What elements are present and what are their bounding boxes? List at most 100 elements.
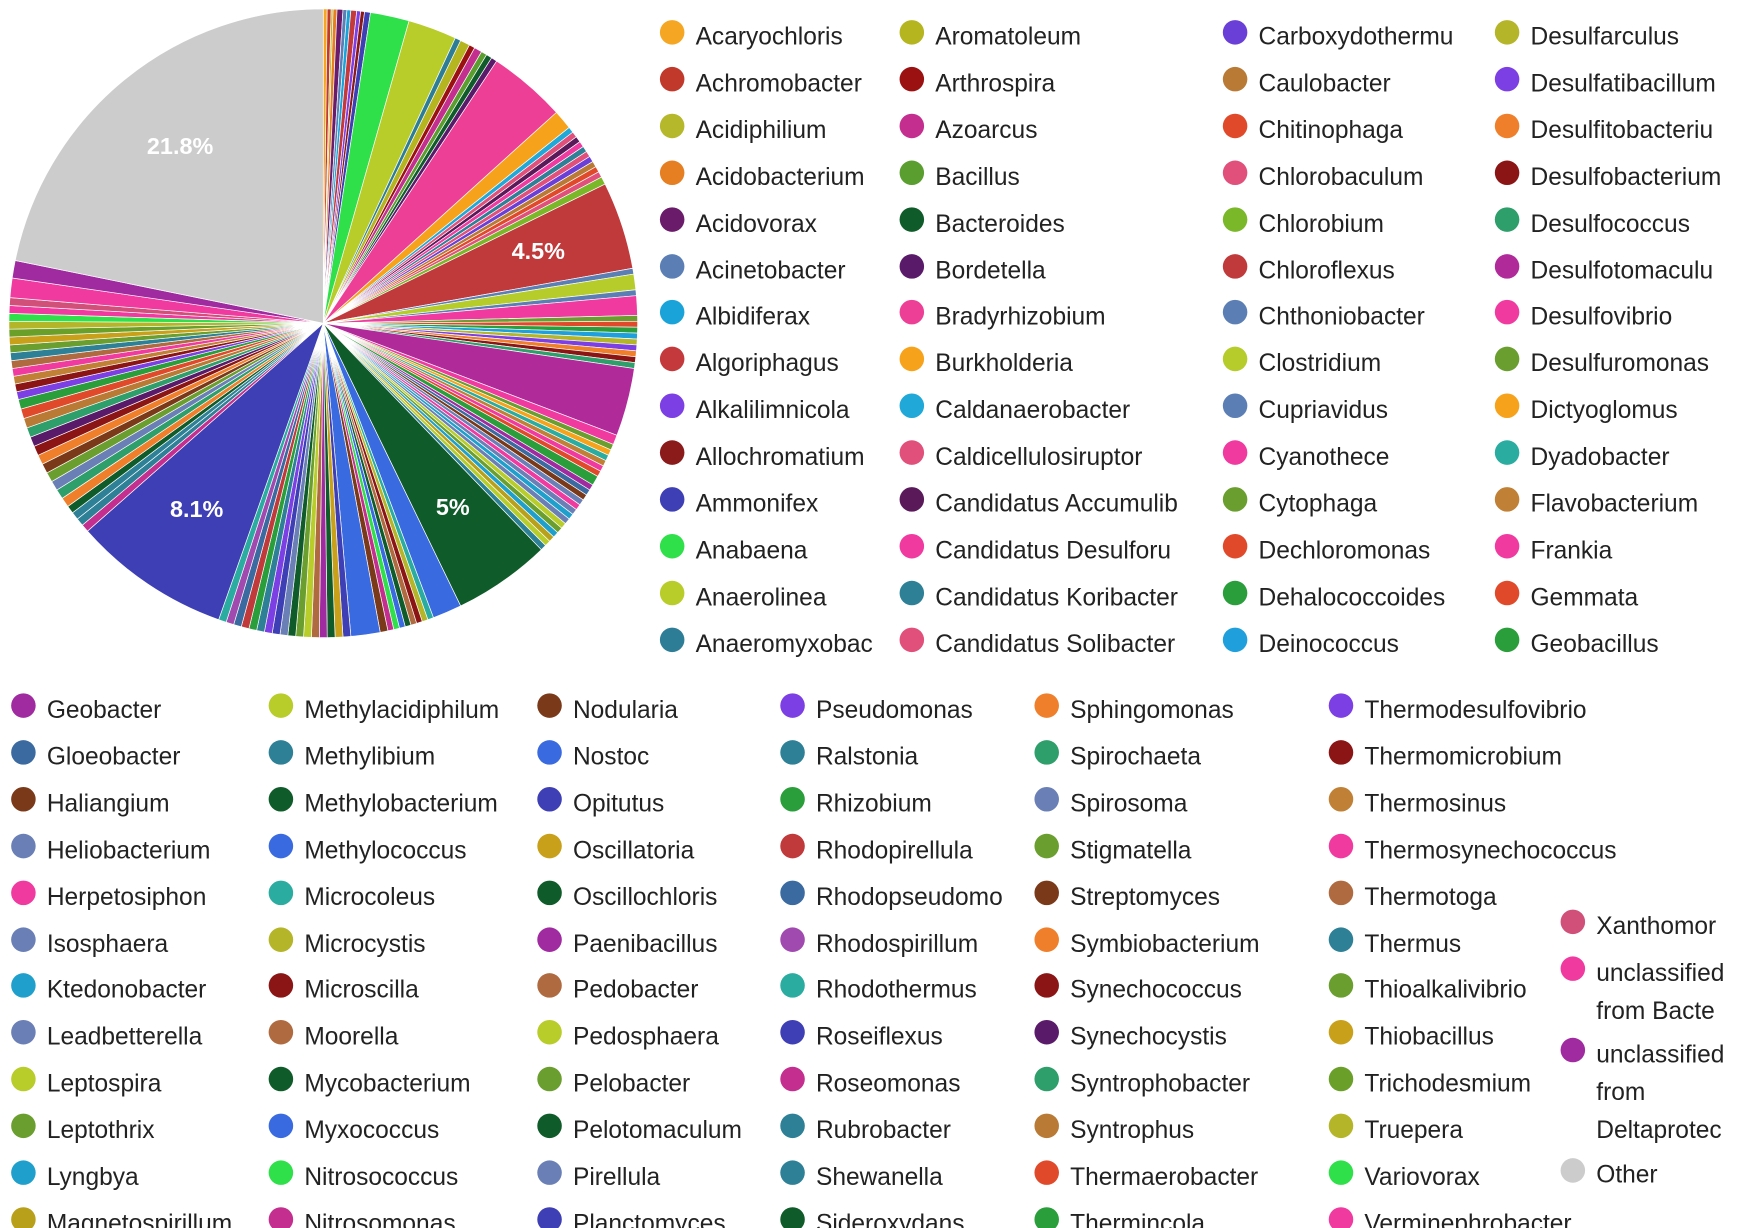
legend-swatch	[1328, 1020, 1354, 1045]
legend-swatch	[899, 533, 925, 559]
legend-swatch	[1222, 20, 1248, 45]
legend-label: Desulfobacterium	[1530, 162, 1722, 191]
legend-label: Myxococcus	[304, 1115, 440, 1144]
legend-label: Bordetella	[935, 255, 1046, 284]
legend-label: Pelotomaculum	[572, 1115, 742, 1144]
legend-swatch	[899, 20, 925, 45]
legend-swatch	[1560, 1037, 1586, 1063]
legend-label: Microcoleus	[304, 882, 436, 911]
legend-swatch	[1494, 347, 1520, 372]
legend-swatch	[780, 926, 805, 952]
legend-label: Thermincola	[1070, 1209, 1206, 1228]
legend-swatch	[899, 627, 925, 652]
legend-label: Thermaerobacter	[1070, 1162, 1259, 1191]
legend-swatch	[780, 1020, 805, 1045]
legend-label: Chitinophaga	[1258, 115, 1404, 144]
legend-label: Xanthomor	[1596, 911, 1717, 940]
legend-label: Other	[1596, 1160, 1658, 1189]
legend-label: Anaeromyxobac	[695, 629, 873, 658]
legend-swatch	[1328, 1113, 1354, 1139]
legend-swatch	[1494, 627, 1520, 652]
legend-swatch	[11, 833, 36, 858]
legend-swatch	[780, 1113, 805, 1139]
legend-swatch	[11, 1066, 36, 1092]
slice-label: 8.1%	[170, 496, 224, 522]
legend-label: Desulfovibrio	[1530, 302, 1673, 331]
legend-swatch	[537, 1207, 562, 1228]
legend-swatch	[1494, 160, 1520, 185]
legend-swatch	[1222, 440, 1248, 465]
legend-swatch	[1328, 1160, 1354, 1185]
legend-swatch	[1560, 1158, 1586, 1183]
legend-swatch	[1034, 1020, 1059, 1045]
legend-swatch	[659, 627, 685, 652]
legend-label: Cyanothece	[1258, 442, 1390, 471]
legend-label: Planctomyces	[572, 1209, 726, 1228]
legend-swatch	[899, 113, 925, 138]
legend-swatch	[899, 487, 925, 512]
legend-swatch	[537, 693, 562, 718]
legend-label: Leptospira	[46, 1069, 162, 1098]
legend-label: Cytophaga	[1258, 489, 1378, 518]
legend-label: Anaerolinea	[695, 582, 827, 611]
legend-label: Frankia	[1530, 536, 1613, 564]
legend-label: Dehalococcoides	[1258, 582, 1446, 611]
legend-label: Microcystis	[304, 929, 426, 957]
legend-label: Isosphaera	[46, 929, 169, 957]
legend-label: Bacillus	[935, 162, 1020, 191]
legend-swatch	[1034, 880, 1059, 905]
legend-swatch	[1328, 926, 1354, 952]
legend-swatch	[1034, 1113, 1059, 1139]
legend-label: Chthoniobacter	[1258, 302, 1425, 331]
legend-label: Verminephrobacter	[1364, 1209, 1572, 1228]
legend-swatch	[780, 1207, 805, 1228]
legend-label: Nitrosomonas	[304, 1209, 456, 1228]
legend-label: Desulfococcus	[1530, 209, 1690, 237]
legend-label: Chlorobaculum	[1258, 162, 1424, 191]
legend-swatch	[659, 347, 685, 372]
legend-swatch	[659, 487, 685, 512]
legend-label: Rhizobium	[815, 788, 932, 817]
legend-swatch	[537, 926, 562, 952]
legend-swatch	[1494, 533, 1520, 559]
legend-swatch	[780, 740, 805, 765]
legend-swatch	[899, 300, 925, 325]
legend-swatch	[659, 160, 685, 185]
legend-label: Methylibium	[304, 742, 436, 771]
legend-label: Thioalkalivibrio	[1364, 975, 1527, 1004]
legend-swatch	[1328, 973, 1354, 999]
legend-swatch	[537, 1113, 562, 1139]
legend-label: Gemmata	[1530, 582, 1639, 611]
legend-label: Desulfitobacteriu	[1530, 115, 1714, 144]
legend-label: Nitrosococcus	[304, 1162, 459, 1191]
legend-label: unclassified from Bacte	[1596, 958, 1725, 1025]
legend-swatch	[268, 973, 294, 999]
legend-label: Geobacillus	[1530, 629, 1659, 658]
legend-swatch	[1560, 909, 1586, 935]
legend-swatch	[268, 1207, 294, 1228]
legend-swatch	[1494, 300, 1520, 325]
legend-swatch	[659, 20, 685, 45]
legend-swatch	[659, 206, 685, 232]
legend-swatch	[780, 1066, 805, 1092]
legend-swatch	[11, 973, 36, 999]
legend-label: Spirochaeta	[1070, 742, 1202, 771]
legend-label: Pelobacter	[572, 1069, 691, 1098]
legend-swatch	[1222, 253, 1248, 279]
legend-label: Leadbetterella	[46, 1022, 203, 1051]
legend-swatch	[268, 740, 294, 765]
legend-swatch	[659, 253, 685, 279]
legend-label: Burkholderia	[935, 349, 1073, 378]
legend-label: Allochromatium	[695, 442, 865, 471]
legend-swatch	[659, 393, 685, 419]
legend-swatch	[1494, 113, 1520, 138]
legend-swatch	[268, 693, 294, 718]
legend-swatch	[1222, 627, 1248, 652]
legend-label: Oscillochloris	[572, 882, 718, 911]
legend-label: Ralstonia	[815, 742, 919, 771]
legend-swatch	[537, 833, 562, 858]
legend-swatch	[1494, 440, 1520, 465]
legend-swatch	[537, 973, 562, 999]
